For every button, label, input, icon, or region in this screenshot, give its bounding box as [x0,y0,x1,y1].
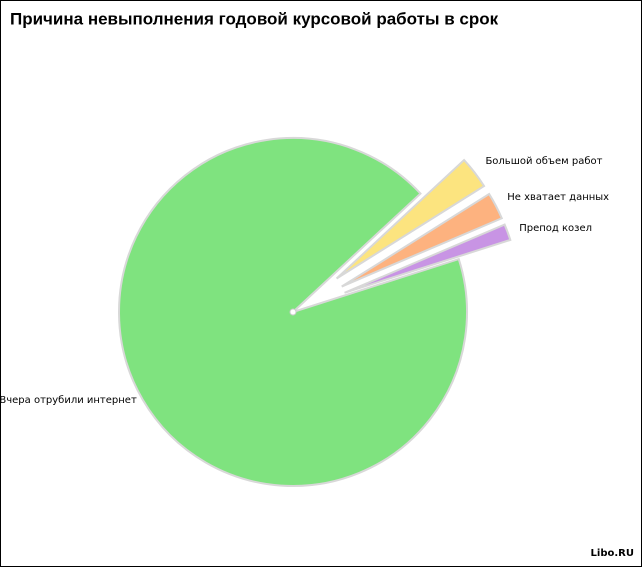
pie-slice [344,223,512,294]
chart-title: Причина невыполнения годовой курсовой ра… [10,9,499,28]
pie-center [289,308,297,316]
slice-label: Вчера отрубили интернет [0,395,137,406]
slice-label: Препод козел [519,223,592,234]
pie-slice [335,158,486,280]
source: Libo.RU [591,548,634,559]
pie-slice [341,192,504,288]
slice-label: Не хватает данных [507,192,609,203]
slice-label: Большой объем работ [485,156,602,167]
